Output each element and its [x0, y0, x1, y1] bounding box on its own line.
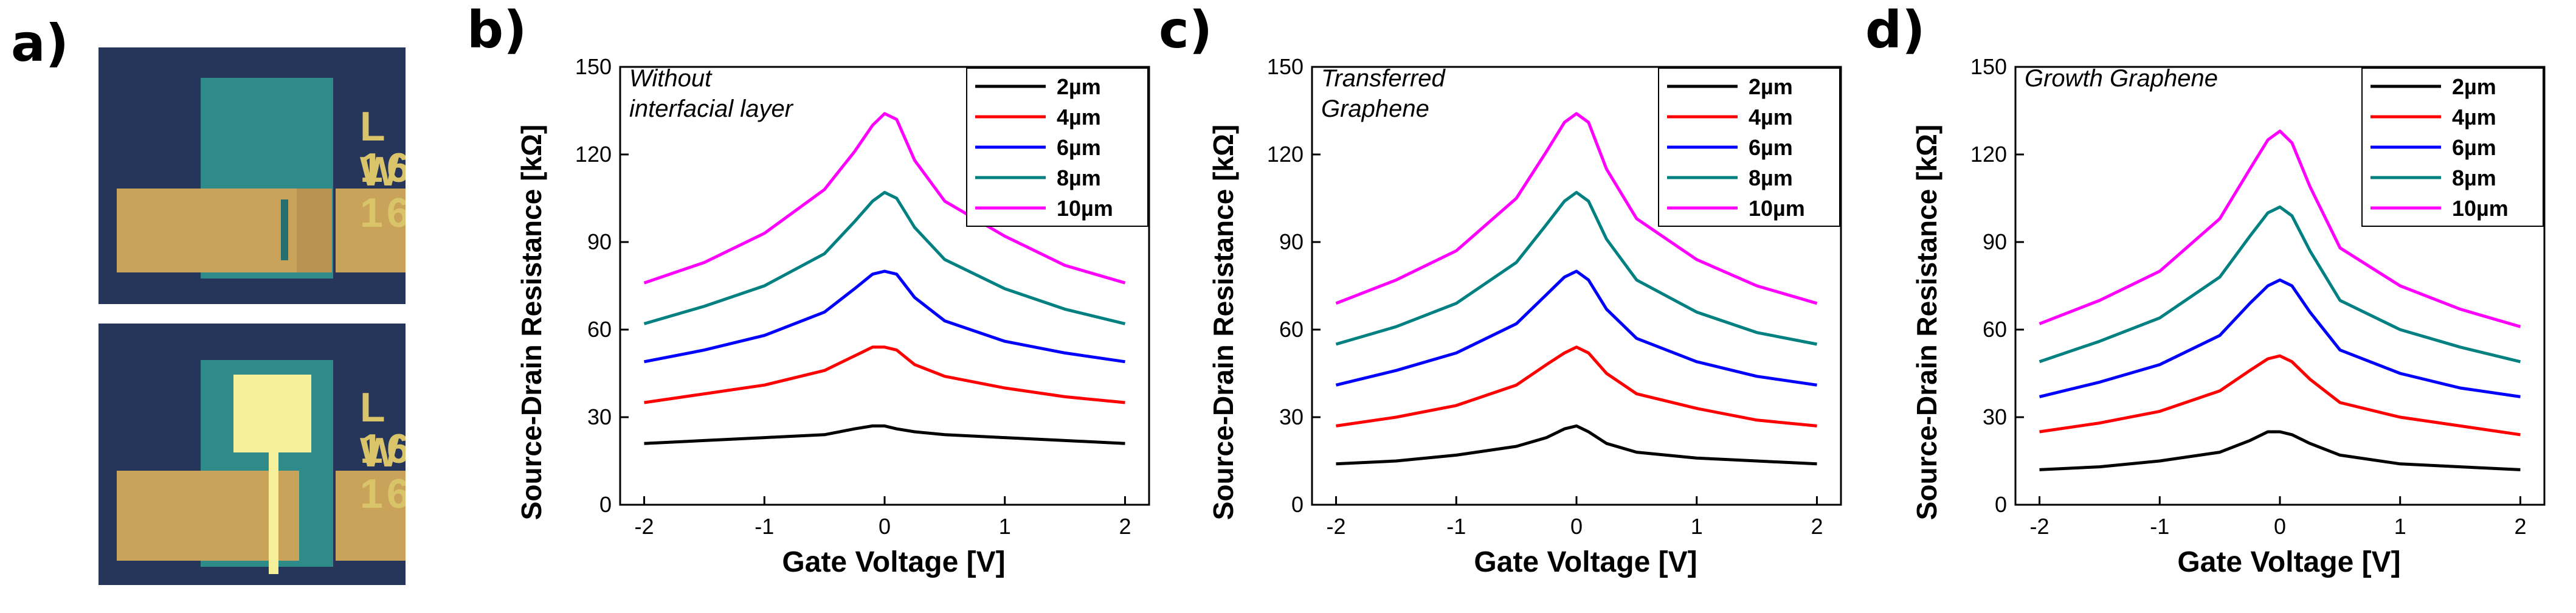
- series-line-4um: [644, 345, 1125, 404]
- legend-label-6um: 6µm: [1057, 135, 1101, 160]
- x-tick-label: 1: [1691, 514, 1703, 539]
- y-tick-label: 150: [1970, 54, 2007, 79]
- series-line-8um: [643, 190, 1126, 325]
- chart-panel-c: Source-Drain Resistance [kΩ] Gate Voltag…: [1207, 54, 1842, 578]
- gold-electrode-right: [336, 189, 406, 272]
- x-axis-label: Gate Voltage [V]: [2177, 546, 2400, 578]
- annotation-line-1: Transferred: [1321, 65, 1446, 92]
- y-tick-label: 60: [1279, 317, 1304, 342]
- y-tick-label: 30: [587, 404, 612, 429]
- gate-pad: [233, 375, 311, 452]
- series-line-6um: [2039, 278, 2521, 398]
- legend-label-2um: 2µm: [2452, 74, 2496, 99]
- gold-electrode-center: [297, 189, 332, 272]
- x-tick-label: -2: [2030, 514, 2049, 539]
- y-tick-label: 0: [599, 492, 612, 517]
- legend-label-2um: 2µm: [1057, 74, 1101, 99]
- series-line-2um: [2039, 430, 2521, 471]
- annotation-line-1: Growth Graphene: [2025, 65, 2218, 92]
- legend-label-4um: 4µm: [2452, 105, 2496, 130]
- series-line-10um: [2039, 130, 2521, 328]
- x-tick-label: -2: [635, 514, 654, 539]
- legend-label-10um: 10µm: [2452, 196, 2509, 221]
- x-tick-label: 2: [1811, 514, 1823, 539]
- series-line-4um: [1336, 345, 1817, 428]
- legend-label-4um: 4µm: [1057, 105, 1101, 130]
- legend-label-10um: 10µm: [1057, 196, 1113, 221]
- x-tick-label: 2: [2514, 514, 2526, 539]
- y-tick-label: 120: [1267, 142, 1304, 167]
- y-tick-label: 60: [1983, 317, 2007, 342]
- x-tick-label: 1: [2394, 514, 2406, 539]
- series-line-10um: [1335, 112, 1818, 305]
- gold-electrode-left: [117, 189, 299, 272]
- x-tick-label: 1: [999, 514, 1011, 539]
- y-tick-label: 30: [1279, 404, 1304, 429]
- panel-label-a: a): [11, 13, 69, 73]
- annotation-line-2: interfacial layer: [629, 95, 794, 122]
- series-line-2um: [1336, 424, 1817, 466]
- micrograph-bottom: L 16 W 16: [98, 324, 406, 585]
- y-tick-label: 150: [1267, 54, 1304, 79]
- photo-label-W-bottom: W 16: [360, 429, 406, 517]
- legend-label-8um: 8µm: [1749, 165, 1793, 190]
- x-tick-label: -2: [1327, 514, 1346, 539]
- x-axis-label: Gate Voltage [V]: [782, 546, 1005, 578]
- y-tick-label: 60: [587, 317, 612, 342]
- legend-label-6um: 6µm: [1749, 135, 1793, 160]
- legend-label-6um: 6µm: [2452, 135, 2496, 160]
- series-line-4um: [2039, 354, 2521, 437]
- panel-label-b: b): [467, 0, 527, 60]
- chart-panel-b: Source-Drain Resistance [kΩ] Gate Voltag…: [516, 54, 1150, 578]
- photo-label-L-top: L 16: [360, 103, 406, 191]
- y-axis-label: Source-Drain Resistance [kΩ]: [516, 125, 547, 520]
- annotation-line-1: Without: [629, 65, 713, 92]
- chart-panel-d: Source-Drain Resistance [kΩ] Gate Voltag…: [1911, 54, 2546, 578]
- x-tick-label: 0: [1570, 514, 1583, 539]
- annotation-line-2: Graphene: [1321, 95, 1429, 122]
- y-tick-label: 90: [587, 229, 612, 254]
- x-tick-label: -1: [2150, 514, 2169, 539]
- series-line-6um: [1335, 269, 1817, 387]
- x-tick-label: 0: [2274, 514, 2286, 539]
- series-line-6um: [644, 269, 1125, 364]
- y-tick-label: 0: [1291, 492, 1304, 517]
- y-axis-label: Source-Drain Resistance [kΩ]: [1207, 125, 1239, 520]
- y-tick-label: 150: [575, 54, 612, 79]
- legend-label-8um: 8µm: [2452, 165, 2496, 190]
- x-tick-label: -1: [754, 514, 774, 539]
- gate-line: [269, 452, 278, 574]
- panel-label-c: c): [1159, 0, 1213, 60]
- photo-label-W-top: W 16: [360, 148, 406, 236]
- photo-label-L-bottom: L 16: [360, 384, 406, 472]
- y-axis-label: Source-Drain Resistance [kΩ]: [1911, 125, 1942, 520]
- x-tick-label: -1: [1446, 514, 1466, 539]
- y-tick-label: 120: [575, 142, 612, 167]
- gold-electrode-right-b: [336, 471, 406, 561]
- series-line-10um: [643, 112, 1126, 285]
- series-line-2um: [644, 424, 1125, 445]
- y-tick-label: 0: [1995, 492, 2007, 517]
- panel-label-d: d): [1865, 0, 1925, 60]
- legend-label-4um: 4µm: [1749, 105, 1793, 130]
- series-line-8um: [2039, 205, 2521, 364]
- y-tick-label: 120: [1970, 142, 2007, 167]
- x-tick-label: 2: [1119, 514, 1131, 539]
- y-tick-label: 90: [1279, 229, 1304, 254]
- legend-label-10um: 10µm: [1749, 196, 1805, 221]
- series-line-8um: [1335, 190, 1817, 346]
- legend-label-2um: 2µm: [1749, 74, 1793, 99]
- y-tick-label: 30: [1983, 404, 2007, 429]
- micrograph-top: L 16 W 16: [98, 47, 406, 304]
- channel-gap-top: [281, 199, 288, 260]
- x-axis-label: Gate Voltage [V]: [1474, 546, 1697, 578]
- x-tick-label: 0: [879, 514, 891, 539]
- legend-label-8um: 8µm: [1057, 165, 1101, 190]
- y-tick-label: 90: [1983, 229, 2007, 254]
